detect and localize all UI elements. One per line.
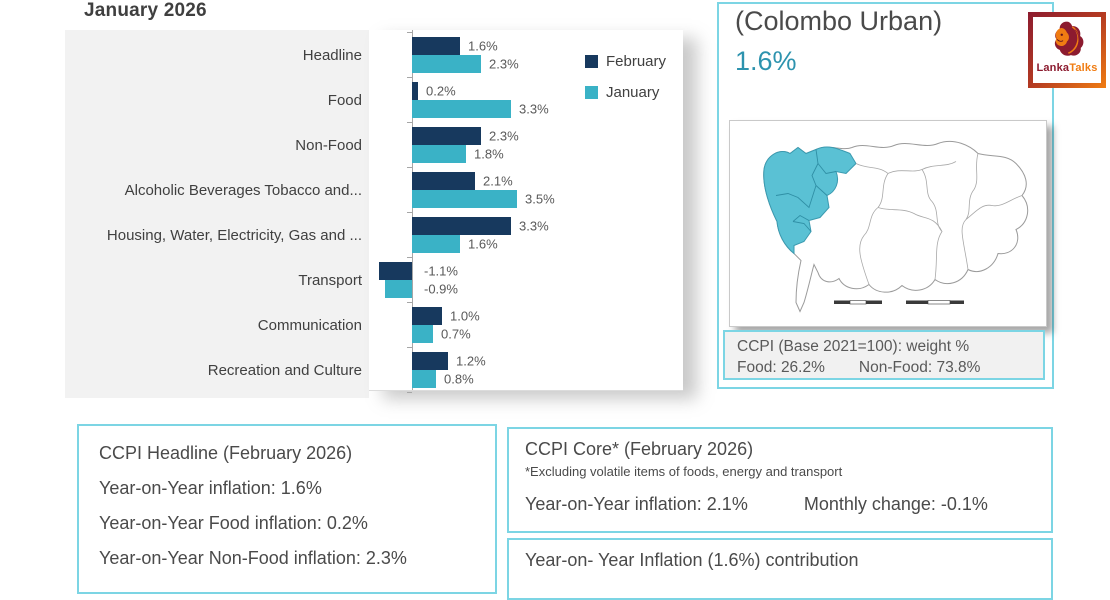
axis-tick <box>407 77 412 78</box>
bar-january <box>412 55 481 73</box>
bar-february <box>412 172 475 190</box>
value-label-february: 1.6% <box>468 38 498 54</box>
headline-inflation-value: 1.6% <box>735 46 797 76</box>
value-label-january: 1.6% <box>468 236 498 252</box>
value-label-january: 0.8% <box>444 371 474 387</box>
value-label-february: 1.2% <box>456 353 486 369</box>
bar-february <box>379 262 412 280</box>
bar-february <box>412 352 448 370</box>
colombo-urban-panel: (Colombo Urban) 1.6% <box>717 2 1054 389</box>
ccpi-weight-box: CCPI (Base 2021=100): weight % Food: 26.… <box>723 330 1045 380</box>
value-label-february: 2.1% <box>483 173 513 189</box>
lion-icon <box>1054 21 1084 56</box>
axis-tick <box>407 212 412 213</box>
value-label-february: 3.3% <box>519 218 549 234</box>
chart-axis-line <box>412 30 413 390</box>
bar-january <box>412 145 466 163</box>
core-box-note: *Excluding volatile items of foods, ener… <box>525 464 843 479</box>
axis-tick <box>407 347 412 348</box>
lanka-talks-logo: LankaTalks <box>1028 12 1106 88</box>
category-label: Transport <box>298 271 362 289</box>
bar-january <box>412 235 460 253</box>
ccpi-headline-box: CCPI Headline (February 2026) Year-on-Ye… <box>77 424 497 594</box>
district-map <box>729 120 1047 327</box>
bar-february <box>412 37 460 55</box>
weight-non-food: Non-Food: 73.8% <box>858 359 981 376</box>
logo-wordmark: LankaTalks <box>1036 62 1098 74</box>
category-label: Recreation and Culture <box>207 361 362 379</box>
value-label-january: 1.8% <box>474 146 504 162</box>
value-label-february: -1.1% <box>424 263 458 279</box>
bar-february <box>412 217 511 235</box>
value-label-january: 3.5% <box>525 191 555 207</box>
axis-tick <box>407 32 412 33</box>
legend-item-january: January <box>585 77 666 108</box>
axis-tick <box>407 167 412 168</box>
headline-yoy: Year-on-Year inflation: 1.6% <box>99 478 322 498</box>
contribution-title: Year-on- Year Inflation (1.6%) contribut… <box>525 550 859 570</box>
category-label: Communication <box>257 316 362 334</box>
weight-food: Food: 26.2% <box>737 359 825 376</box>
bar-january <box>412 100 511 118</box>
legend-label: February <box>606 53 667 70</box>
value-label-february: 1.0% <box>450 308 480 324</box>
category-label: Housing, Water, Electricity, Gas and ... <box>106 226 362 244</box>
panel-title: (Colombo Urban) <box>735 6 943 36</box>
legend-swatch-icon <box>585 55 598 68</box>
chart-legend: February January <box>585 46 666 108</box>
weight-line1: CCPI (Base 2021=100): weight % <box>737 338 970 355</box>
inflation-bar-chart: Headline 1.6% 2.3% Food 0.2% 3.3% Non-Food 2.3%… <box>65 30 683 398</box>
core-box-title: CCPI Core* (February 2026) <box>525 439 754 459</box>
chart-rows: Headline 1.6% 2.3% Food 0.2% 3.3% Non-Food 2.3%… <box>65 30 683 398</box>
axis-tick <box>407 257 412 258</box>
bar-january <box>412 370 436 388</box>
category-label: Headline <box>302 46 362 64</box>
core-monthly-change: Monthly change: -0.1% <box>803 494 988 514</box>
headline-food-yoy: Year-on-Year Food inflation: 0.2% <box>99 513 368 533</box>
headline-box-title: CCPI Headline (February 2026) <box>99 443 353 463</box>
value-label-january: 0.7% <box>441 326 471 342</box>
value-label-january: 3.3% <box>519 101 549 117</box>
bar-february <box>412 127 481 145</box>
value-label-february: 0.2% <box>426 83 456 99</box>
category-label: Alcoholic Beverages Tobacco and... <box>124 181 362 199</box>
axis-tick <box>407 302 412 303</box>
bar-february <box>412 82 418 100</box>
legend-swatch-icon <box>585 86 598 99</box>
value-label-january: 2.3% <box>489 56 519 72</box>
legend-label: January <box>606 84 660 101</box>
bar-january <box>385 280 412 298</box>
axis-tick <box>407 122 412 123</box>
contribution-box: Year-on- Year Inflation (1.6%) contribut… <box>507 538 1053 600</box>
legend-item-february: February <box>585 46 666 77</box>
bar-january <box>412 325 433 343</box>
map-scale-bar <box>834 300 964 305</box>
headline-nonfood-yoy: Year-on-Year Non-Food inflation: 2.3% <box>99 548 407 568</box>
bar-february <box>412 307 442 325</box>
axis-tick <box>407 392 412 393</box>
bar-january <box>412 190 517 208</box>
ccpi-core-box: CCPI Core* (February 2026) *Excluding vo… <box>507 427 1053 533</box>
category-label: Non-Food <box>295 136 362 154</box>
value-label-january: -0.9% <box>424 281 458 297</box>
category-label: Food <box>327 91 362 109</box>
chart-label-background <box>65 30 369 398</box>
value-label-february: 2.3% <box>489 128 519 144</box>
page-title: January 2026 <box>84 0 207 21</box>
sri-lanka-district-map-icon <box>763 140 1029 313</box>
core-yoy: Year-on-Year inflation: 2.1% <box>525 494 748 514</box>
